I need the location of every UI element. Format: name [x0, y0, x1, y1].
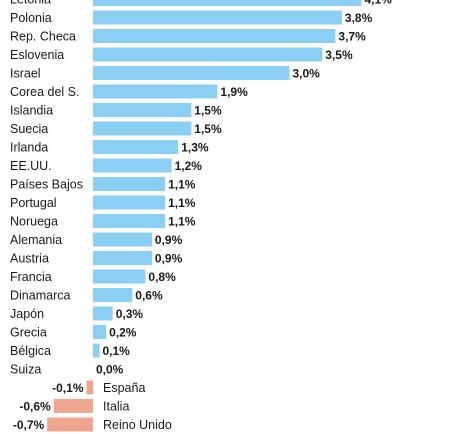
category-label: Portugal: [10, 196, 57, 210]
bar: [86, 380, 94, 395]
bar: [93, 29, 336, 43]
bar-row: Bélgica 0,1%: [10, 343, 131, 358]
value-label: 1,2%: [175, 159, 203, 173]
category-label: Letonia: [10, 0, 51, 7]
value-label: 0,9%: [155, 233, 183, 247]
bar-row: Rep. Checa 3,7%: [10, 29, 366, 44]
bar: [93, 195, 166, 210]
value-label: -0,7%: [13, 418, 45, 432]
category-label: Japón: [10, 307, 44, 321]
bar-row: Grecia 0,2%: [10, 325, 137, 340]
value-label: 4,1%: [365, 0, 393, 7]
bar-row: Japón 0,3%: [10, 306, 144, 321]
bar-row: EE.UU. 1,2%: [10, 158, 203, 173]
bar: [93, 66, 290, 80]
bar: [93, 103, 192, 117]
bar: [93, 214, 166, 228]
value-label: 1,1%: [168, 178, 196, 192]
bar-row: Islandia 1,5%: [10, 103, 222, 118]
value-label: 0,6%: [135, 289, 163, 303]
value-label: -0,1%: [52, 381, 84, 395]
value-label: 1,1%: [168, 215, 196, 229]
value-label: 1,3%: [181, 141, 209, 155]
bar-row: Corea del S. 1,9%: [10, 84, 248, 99]
bar-row: Italia -0,6%: [19, 399, 129, 414]
bar-row: Letonia 4,1%: [10, 0, 392, 7]
bar-row: Suiza 0,0%: [10, 363, 124, 377]
category-label: Polonia: [10, 11, 52, 25]
bar-row: Austria 0,9%: [10, 251, 183, 266]
category-label: Irlanda: [10, 141, 48, 155]
value-label: 0,8%: [148, 270, 176, 284]
category-label: Grecia: [10, 326, 47, 340]
value-label: 1,5%: [194, 122, 222, 136]
bar: [93, 0, 362, 6]
category-label: Italia: [103, 400, 129, 414]
bar: [93, 177, 166, 191]
category-label: Suecia: [10, 122, 48, 136]
bar-row: Israel 3,0%: [10, 66, 320, 81]
value-label: 3,5%: [325, 48, 353, 62]
category-label: Países Bajos: [10, 178, 83, 192]
bar-row: Dinamarca 0,6%: [10, 288, 163, 303]
bar: [93, 47, 323, 62]
bar: [93, 251, 152, 265]
value-label: 3,7%: [338, 30, 366, 44]
bar: [93, 288, 133, 302]
bar-row: Suecia 1,5%: [10, 121, 222, 136]
bar-row: Reino Unido -0,7%: [13, 417, 172, 432]
category-label: Rep. Checa: [10, 30, 76, 44]
category-label: Islandia: [10, 104, 53, 118]
value-label: 3,8%: [345, 11, 373, 25]
value-label: 1,9%: [220, 85, 248, 99]
value-label: 0,0%: [96, 363, 124, 377]
category-label: Reino Unido: [103, 418, 172, 432]
bar: [93, 232, 152, 247]
category-label: Eslovenia: [10, 48, 64, 62]
value-label: 3,0%: [293, 67, 321, 81]
bar-row: Francia 0,8%: [10, 269, 176, 284]
category-label: Austria: [10, 252, 49, 266]
category-label: Francia: [10, 270, 52, 284]
value-label: 1,5%: [194, 104, 222, 118]
bar-row: Irlanda 1,3%: [10, 140, 209, 155]
bar: [93, 140, 179, 154]
category-label: Bélgica: [10, 344, 51, 358]
bar: [93, 306, 113, 321]
bar: [93, 343, 100, 358]
bar-row: Países Bajos 1,1%: [10, 177, 196, 192]
bar-row: Polonia 3,8%: [10, 10, 373, 25]
category-label: España: [103, 381, 145, 395]
bar: [93, 158, 172, 173]
value-label: 0,3%: [116, 307, 144, 321]
category-label: Alemania: [10, 233, 62, 247]
value-label: 0,2%: [109, 326, 137, 340]
bar-row: Noruega 1,1%: [10, 214, 196, 229]
bar: [47, 417, 93, 432]
value-label: -0,6%: [19, 400, 51, 414]
category-label: Dinamarca: [10, 289, 70, 303]
category-label: Suiza: [10, 363, 41, 377]
bar: [93, 269, 146, 284]
bar: [93, 10, 342, 25]
bar: [93, 121, 192, 136]
value-label: 0,1%: [103, 344, 131, 358]
category-label: Noruega: [10, 215, 58, 229]
category-label: Corea del S.: [10, 85, 79, 99]
bar-row: Alemania 0,9%: [10, 232, 183, 247]
bar: [93, 84, 218, 99]
category-label: Israel: [10, 67, 41, 81]
bar-row: Portugal 1,1%: [10, 195, 196, 210]
bar-row: Eslovenia 3,5%: [10, 47, 353, 62]
value-label: 0,9%: [155, 252, 183, 266]
bar: [93, 325, 107, 339]
category-label: EE.UU.: [10, 159, 52, 173]
bar-row: España -0,1%: [52, 380, 145, 395]
value-label: 1,1%: [168, 196, 196, 210]
bar: [53, 399, 93, 413]
